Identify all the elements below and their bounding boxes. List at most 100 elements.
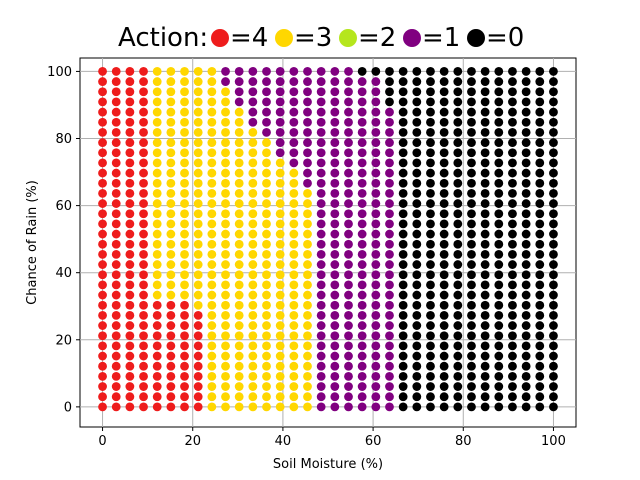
data-point: [344, 260, 353, 269]
data-point: [193, 249, 203, 259]
data-point: [139, 371, 148, 381]
data-point: [412, 209, 422, 219]
data-point: [412, 270, 422, 280]
data-point: [152, 128, 162, 137]
data-point: [453, 249, 463, 259]
data-point: [549, 361, 558, 371]
data-point: [344, 341, 353, 351]
data-point: [330, 189, 340, 198]
data-point: [494, 128, 504, 137]
data-point: [289, 148, 299, 158]
data-point: [494, 117, 504, 127]
data-point: [166, 341, 176, 351]
data-point: [549, 199, 558, 208]
data-point: [139, 331, 148, 341]
data-point: [166, 189, 176, 198]
data-point: [521, 300, 531, 310]
data-point: [426, 67, 435, 76]
data-point: [139, 290, 148, 300]
x-axis: 0 20 40 60 80 100: [98, 427, 566, 449]
data-point: [248, 77, 258, 86]
data-point: [316, 107, 326, 117]
data-point: [125, 168, 135, 178]
x-tick-label: 80: [455, 434, 472, 449]
data-point: [316, 249, 326, 259]
data-point: [275, 219, 285, 229]
data-point: [152, 87, 162, 97]
legend-marker: [211, 29, 229, 47]
data-point: [467, 178, 476, 188]
y-tick-label: 0: [64, 400, 72, 415]
data-point: [412, 87, 422, 97]
data-point: [139, 138, 148, 147]
data-point: [139, 402, 148, 412]
data-point: [385, 260, 394, 269]
data-point: [139, 270, 148, 280]
data-point: [303, 402, 312, 412]
data-point: [193, 107, 203, 117]
data-point: [357, 321, 367, 330]
data-point: [303, 300, 312, 310]
data-point: [494, 168, 504, 178]
data-point: [480, 107, 490, 117]
data-point: [234, 168, 244, 178]
data-point: [275, 97, 285, 107]
data-point: [535, 331, 545, 341]
data-point: [535, 107, 545, 117]
data-point: [166, 148, 176, 158]
data-point: [111, 219, 121, 229]
data-point: [439, 249, 449, 259]
data-point: [467, 168, 476, 178]
data-point: [275, 351, 285, 361]
data-point: [357, 219, 367, 229]
data-point: [248, 290, 258, 300]
data-point: [385, 331, 394, 341]
data-point: [316, 260, 326, 269]
data-point: [330, 219, 340, 229]
data-point: [111, 249, 121, 259]
data-point: [385, 371, 394, 381]
data-point: [221, 158, 230, 168]
data-point: [207, 270, 217, 280]
data-point: [111, 87, 121, 97]
data-point: [248, 168, 258, 178]
data-point: [357, 168, 367, 178]
data-point: [166, 321, 176, 330]
data-point: [426, 148, 435, 158]
data-point: [166, 310, 176, 320]
data-point: [316, 290, 326, 300]
data-point: [152, 107, 162, 117]
data-point: [234, 178, 244, 188]
data-point: [453, 87, 463, 97]
data-point: [508, 392, 517, 402]
data-point: [398, 67, 408, 76]
data-point: [357, 239, 367, 249]
data-point: [480, 260, 490, 269]
data-point: [221, 361, 230, 371]
data-point: [412, 138, 422, 147]
data-point: [111, 107, 121, 117]
data-point: [330, 331, 340, 341]
data-point: [98, 97, 107, 107]
data-point: [494, 87, 504, 97]
data-point: [207, 351, 217, 361]
data-point: [357, 117, 367, 127]
data-point: [275, 249, 285, 259]
data-point: [398, 229, 408, 239]
data-point: [439, 392, 449, 402]
data-point: [152, 341, 162, 351]
data-point: [207, 229, 217, 239]
data-point: [426, 382, 435, 391]
data-point: [453, 371, 463, 381]
data-point: [508, 229, 517, 239]
data-point: [508, 117, 517, 127]
data-point: [166, 77, 176, 86]
data-point: [521, 117, 531, 127]
data-point: [234, 239, 244, 249]
data-point: [330, 290, 340, 300]
data-point: [111, 168, 121, 178]
data-point: [439, 239, 449, 249]
data-point: [152, 219, 162, 229]
data-point: [508, 128, 517, 137]
data-point: [180, 189, 189, 198]
